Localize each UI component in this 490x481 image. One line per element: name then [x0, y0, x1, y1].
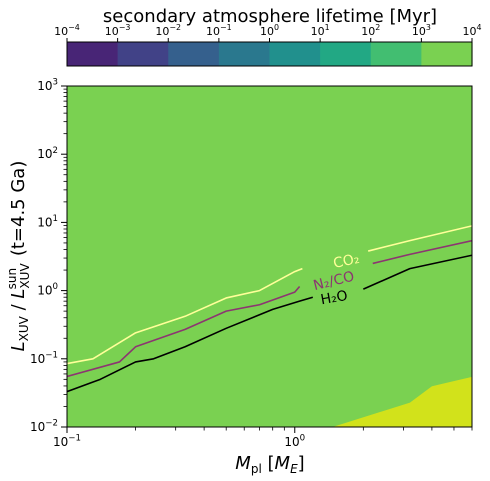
colorbar-tick-label: 100 — [260, 23, 279, 38]
y-axis-label: LXUV / LXUVsun (t=4.5 Ga) — [5, 161, 32, 352]
colorbar-tick-label: 10−2 — [155, 23, 181, 38]
x-tick-label: 100 — [284, 434, 305, 449]
x-axis-label: Mpl [ME] — [235, 453, 304, 476]
line-series-group — [67, 225, 472, 393]
y-tick-label: 100 — [37, 282, 58, 297]
colorbar-segment — [168, 42, 220, 66]
y-tick-label: 102 — [37, 146, 58, 161]
colorbar-segment — [421, 42, 473, 66]
colorbar: 10−4 10−3 10−2 10−1 100 101 102 103 104 — [54, 23, 482, 67]
series-line-co2 — [67, 267, 303, 365]
y-tick-label: 10−1 — [30, 350, 58, 365]
colorbar-segment — [117, 42, 169, 66]
y-tick-label: 10−2 — [30, 419, 58, 434]
x-axis: 10−1 100 — [53, 427, 473, 449]
colorbar-label: secondary atmosphere lifetime [Myr] — [103, 6, 437, 27]
series-line-h2o — [363, 254, 472, 290]
series-label-co2: CO₂ — [332, 251, 361, 272]
colorbar-tick-label: 10−3 — [105, 23, 131, 38]
y-tick-label: 103 — [37, 78, 58, 93]
y-tick-label: 101 — [37, 214, 58, 229]
series-line-n2-co — [372, 239, 472, 265]
colorbar-segment — [67, 42, 119, 66]
colorbar-tick-label: 101 — [311, 23, 330, 38]
colorbar-segment — [320, 42, 372, 66]
series-line-n2-co — [67, 285, 301, 378]
contour-plot — [67, 86, 472, 427]
plot-frame — [66, 85, 473, 428]
series-line-co2 — [367, 225, 472, 252]
x-tick-label: 10−1 — [53, 434, 81, 449]
colorbar-tick-label: 102 — [361, 23, 380, 38]
colorbar-segment — [269, 42, 321, 66]
contour-band — [67, 86, 472, 427]
series-label-h2o: H₂O — [319, 288, 349, 308]
colorbar-tick-label: 10−1 — [206, 23, 232, 38]
colorbar-tick-label: 104 — [462, 23, 481, 38]
colorbar-tick-label: 103 — [412, 23, 431, 38]
colorbar-segment — [218, 42, 271, 66]
series-line-h2o — [67, 296, 314, 393]
colorbar-segment — [370, 42, 422, 66]
colorbar-tick-label: 10−4 — [54, 23, 80, 38]
y-axis: 10−2 10−1 100 101 102 103 — [30, 78, 67, 434]
